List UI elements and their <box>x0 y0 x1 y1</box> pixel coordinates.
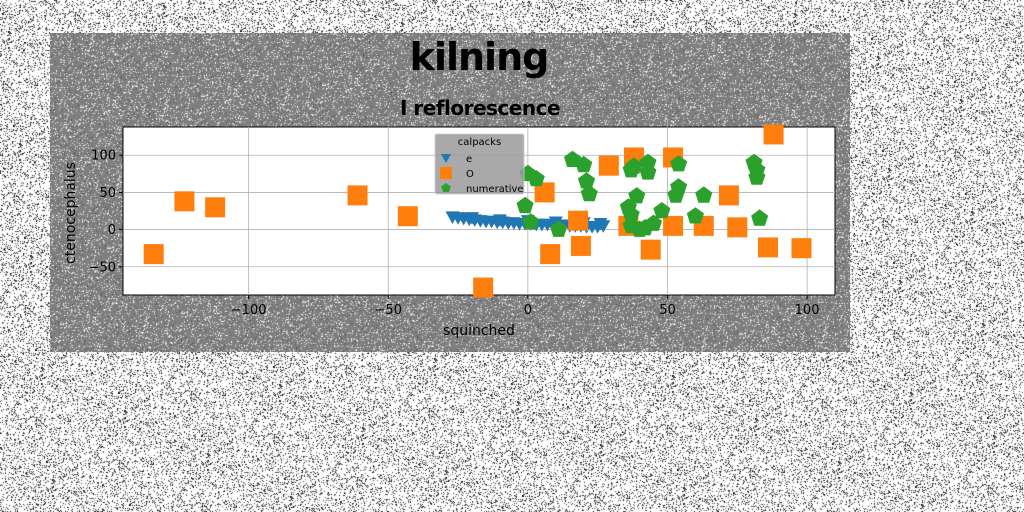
point-numerative <box>580 184 598 202</box>
plot-area: −100 −50 0 50 100 −50 0 50 100 calpacks eOnumerat… <box>63 124 836 339</box>
point-O <box>718 185 739 206</box>
y-tick-label: 50 <box>99 186 116 201</box>
point-numerative <box>645 214 663 231</box>
plot-title: I reflorescence <box>399 96 561 120</box>
point-numerative <box>639 163 657 180</box>
x-tick-label: 50 <box>659 303 676 318</box>
x-tick-label: −50 <box>375 303 402 318</box>
point-O <box>568 210 589 231</box>
point-numerative <box>516 196 534 214</box>
x-tick-label: 0 <box>524 303 532 318</box>
legend-box <box>434 133 525 195</box>
point-numerative <box>653 202 671 219</box>
point-e <box>593 218 608 231</box>
point-numerative <box>751 209 769 226</box>
point-O <box>534 182 555 203</box>
point-O <box>347 185 368 206</box>
ticks: −100 −50 0 50 100 −50 0 50 100 <box>89 149 820 318</box>
point-e <box>492 214 507 227</box>
point-numerative <box>748 168 766 185</box>
point-numerative <box>695 186 713 203</box>
legend-marker-O <box>440 167 452 179</box>
legend-label-e: e <box>466 154 472 165</box>
point-O <box>757 237 778 258</box>
point-e <box>465 212 480 225</box>
y-tick-label: 0 <box>108 223 116 238</box>
point-O <box>540 244 561 265</box>
point-numerative <box>670 178 688 195</box>
legend-marker-e <box>441 154 451 163</box>
figure-suptitle: kilning <box>409 35 550 79</box>
point-numerative <box>686 207 704 224</box>
point-O <box>598 155 619 176</box>
legend-label-O: O <box>466 169 474 180</box>
legend-marker-numerative <box>441 183 451 192</box>
legend-label-numerative: numerative <box>466 184 524 195</box>
point-numerative <box>622 205 640 222</box>
point-numerative <box>639 153 657 170</box>
point-O <box>663 215 684 236</box>
point-O <box>143 244 164 265</box>
point-O <box>763 124 784 145</box>
y-tick-label: 100 <box>91 149 116 164</box>
point-numerative <box>670 155 688 172</box>
y-axis-label: ctenocephalus <box>63 162 79 264</box>
point-O <box>473 277 494 298</box>
point-O <box>791 238 812 259</box>
point-O <box>640 239 661 260</box>
x-axis-label: squinched <box>443 323 515 339</box>
point-numerative <box>527 170 545 187</box>
point-O <box>397 206 418 227</box>
x-tick-label: 100 <box>795 303 820 318</box>
point-numerative <box>625 157 643 174</box>
series-layer <box>143 124 812 298</box>
point-O <box>570 235 591 256</box>
point-numerative <box>577 172 596 189</box>
legend-title: calpacks <box>458 137 501 148</box>
point-numerative <box>550 220 568 237</box>
point-O <box>727 217 748 238</box>
y-tick-label: −50 <box>89 260 116 275</box>
point-O <box>174 191 195 212</box>
point-O <box>205 197 226 218</box>
series-numerative <box>516 150 769 237</box>
point-numerative <box>575 155 593 173</box>
point-numerative <box>628 187 646 204</box>
point-numerative <box>522 213 540 230</box>
x-tick-label: −100 <box>231 303 267 318</box>
